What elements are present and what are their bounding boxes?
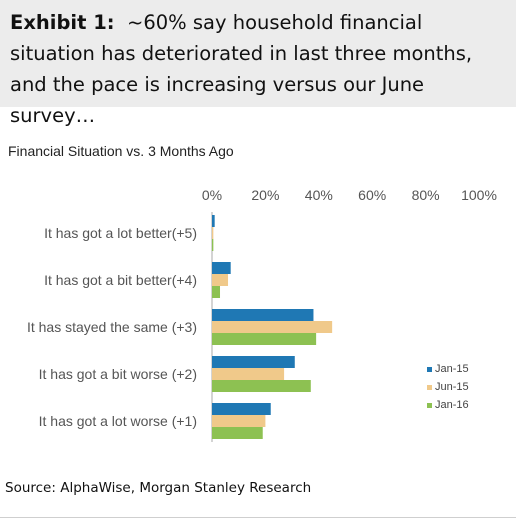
legend-swatch <box>427 403 432 408</box>
category-label: It has got a bit better(+4) <box>44 272 197 288</box>
category-label: It has got a lot worse (+1) <box>39 413 197 429</box>
legend-label: Jan-15 <box>435 363 469 375</box>
bar <box>212 239 214 251</box>
legend-swatch <box>427 367 432 372</box>
bar <box>212 215 215 227</box>
chart-title: Financial Situation vs. 3 Months Ago <box>8 143 234 159</box>
x-tick-label: 100% <box>461 187 497 203</box>
category-label: It has stayed the same (+3) <box>27 319 197 335</box>
bar <box>212 333 317 345</box>
bar <box>212 427 263 439</box>
x-tick-label: 20% <box>251 187 279 203</box>
exhibit-headline: ~60% say household financial situation h… <box>10 11 473 127</box>
legend-label: Jun-15 <box>435 381 469 393</box>
bar <box>212 286 221 298</box>
bar-chart: 0% 20% 40% 60% 80% 100% It has got a lot bette… <box>27 187 497 442</box>
legend-label: Jan-16 <box>435 399 469 411</box>
legend-swatch <box>427 385 432 390</box>
bar <box>212 227 214 239</box>
bar <box>212 356 295 368</box>
exhibit-label: Exhibit 1: <box>10 11 115 34</box>
bar <box>212 415 266 427</box>
bar <box>212 274 229 286</box>
bar <box>212 368 285 380</box>
bar <box>212 309 314 321</box>
bar <box>212 262 231 274</box>
x-tick-label: 0% <box>202 187 222 203</box>
category-label: It has got a bit worse (+2) <box>39 366 197 382</box>
x-tick-label: 80% <box>412 187 440 203</box>
bar <box>212 403 271 415</box>
bar <box>212 380 311 392</box>
category-label: It has got a lot better(+5) <box>44 225 197 241</box>
bottom-divider <box>0 517 516 518</box>
bar <box>212 321 333 333</box>
x-tick-label: 40% <box>305 187 333 203</box>
exhibit-header: Exhibit 1: ~60% say household financial … <box>0 0 516 127</box>
x-tick-label: 60% <box>358 187 386 203</box>
source-note: Source: AlphaWise, Morgan Stanley Resear… <box>5 480 312 496</box>
